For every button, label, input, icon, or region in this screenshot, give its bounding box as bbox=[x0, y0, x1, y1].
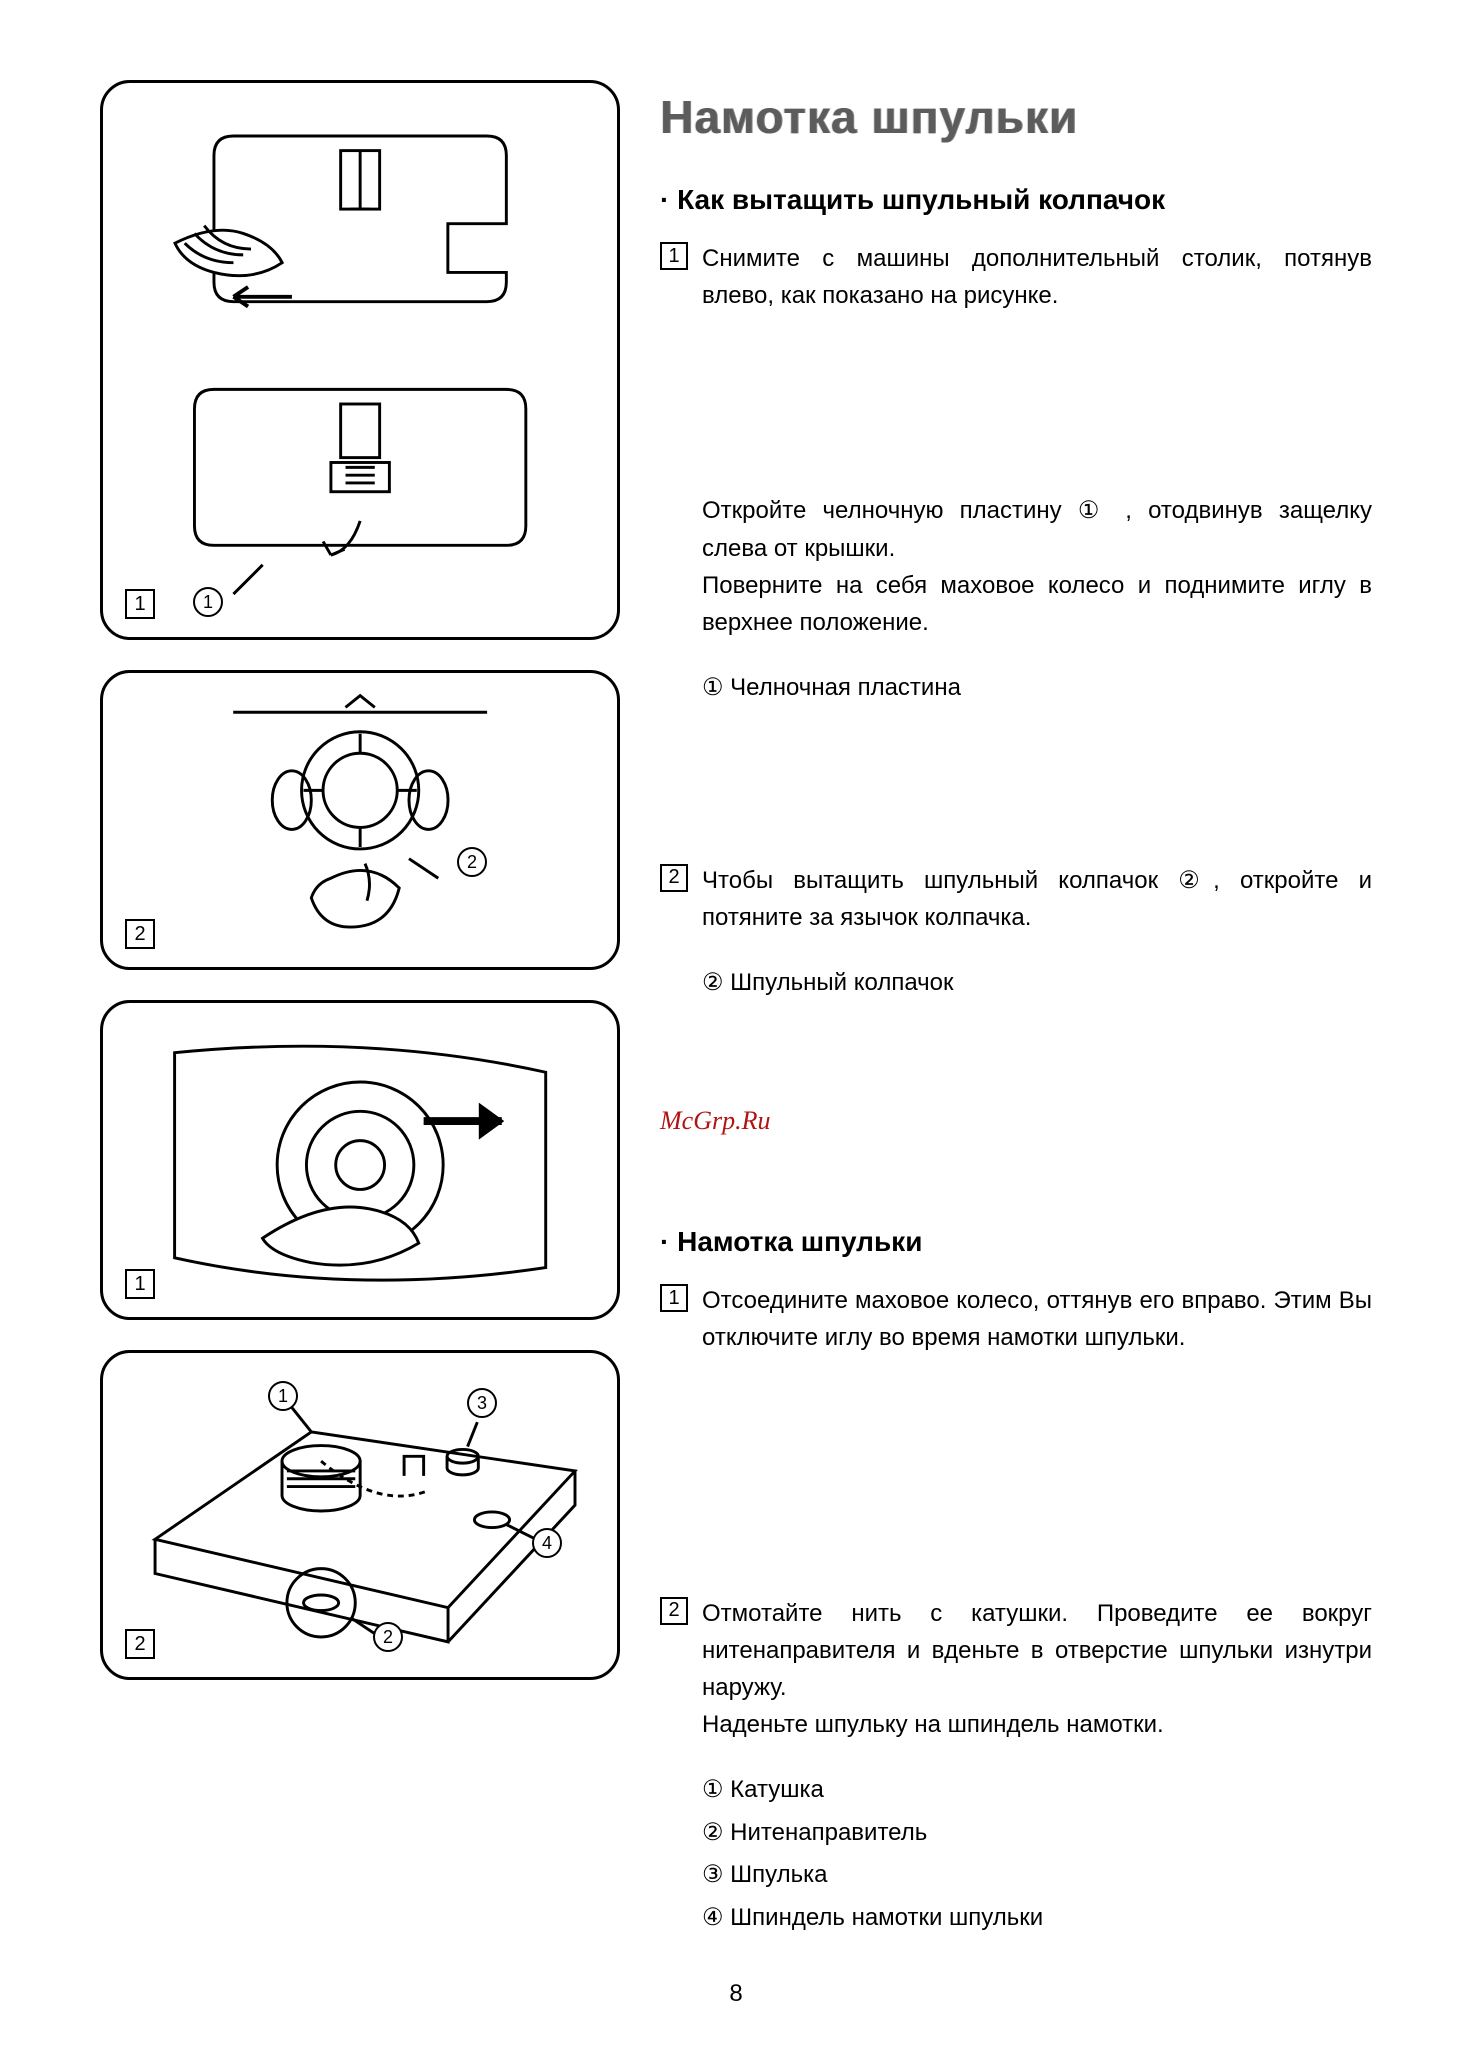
section-a-callout-2: ② Шпульный колпачок bbox=[702, 964, 1372, 1002]
watermark-text: McGrp.Ru bbox=[660, 1106, 1372, 1136]
step-text: Снимите с машины дополнительный столик, … bbox=[702, 240, 1372, 314]
section-a-step-1: 1 Снимите с машины дополнительный столик… bbox=[660, 240, 1372, 314]
figure-1-callout-1: 1 bbox=[193, 587, 223, 617]
callout-item: ① Катушка bbox=[702, 1771, 1372, 1809]
step-number-box: 2 bbox=[660, 864, 688, 892]
figure-4-callout-3: 3 bbox=[467, 1388, 497, 1418]
figure-4-label: 2 bbox=[125, 1629, 155, 1659]
figure-3-label: 1 bbox=[125, 1269, 155, 1299]
section-b-callouts: ① Катушка ② Нитенаправитель ③ Шпулька ④ … bbox=[702, 1771, 1372, 1937]
figure-2-art bbox=[116, 680, 604, 959]
callout-item: ④ Шпиндель намотки шпульки bbox=[702, 1899, 1372, 1937]
callout-item: ② Шпульный колпачок bbox=[702, 964, 1372, 1002]
section-a-callout-1: ① Челночная пластина bbox=[702, 669, 1372, 707]
figure-3-art bbox=[116, 1011, 604, 1309]
page-title: Намотка шпульки bbox=[660, 90, 1372, 144]
figure-4-callout-1: 1 bbox=[268, 1381, 298, 1411]
manual-page: 1 1 2 bbox=[100, 80, 1372, 1941]
section-b-heading: Намотка шпульки bbox=[660, 1226, 1372, 1258]
figure-4: 2 1 2 3 4 bbox=[100, 1350, 620, 1680]
figure-4-callout-2: 2 bbox=[373, 1622, 403, 1652]
page-number: 8 bbox=[0, 1980, 1472, 2008]
figure-2-callout-2: 2 bbox=[457, 847, 487, 877]
callout-item: ② Нитенаправитель bbox=[702, 1814, 1372, 1852]
figure-1: 1 1 bbox=[100, 80, 620, 640]
section-b-step-1: 1 Отсоедините маховое колесо, оттянув ег… bbox=[660, 1282, 1372, 1356]
figure-1-art bbox=[116, 97, 604, 623]
figure-1-label: 1 bbox=[125, 589, 155, 619]
step-number-box: 1 bbox=[660, 1284, 688, 1312]
step-number-box: 1 bbox=[660, 242, 688, 270]
figure-2-label: 2 bbox=[125, 919, 155, 949]
figures-column: 1 1 2 bbox=[100, 80, 620, 1941]
text-column: Намотка шпульки Как вытащить шпульный ко… bbox=[660, 80, 1372, 1941]
step-text: Отсоедините маховое колесо, оттянув его … bbox=[702, 1282, 1372, 1356]
step-number-box: 2 bbox=[660, 1597, 688, 1625]
callout-item: ① Челночная пластина bbox=[702, 669, 1372, 707]
section-a-step-2: 2 Чтобы вытащить шпульный колпачок ②, от… bbox=[660, 862, 1372, 936]
figure-3: 1 bbox=[100, 1000, 620, 1320]
callout-item: ③ Шпулька bbox=[702, 1856, 1372, 1894]
step-text: Отмотайте нить с катушки. Проведите ее в… bbox=[702, 1595, 1372, 1744]
section-a-heading: Как вытащить шпульный колпачок bbox=[660, 184, 1372, 216]
step-text: Чтобы вытащить шпульный колпачок ②, откр… bbox=[702, 862, 1372, 936]
section-b-step-2: 2 Отмотайте нить с катушки. Проведите ее… bbox=[660, 1595, 1372, 1744]
section-a-block-1: Откройте челночную пластину ① , отодвину… bbox=[702, 492, 1372, 641]
figure-4-callout-4: 4 bbox=[532, 1528, 562, 1558]
figure-4-art bbox=[116, 1361, 604, 1669]
figure-2: 2 2 bbox=[100, 670, 620, 970]
